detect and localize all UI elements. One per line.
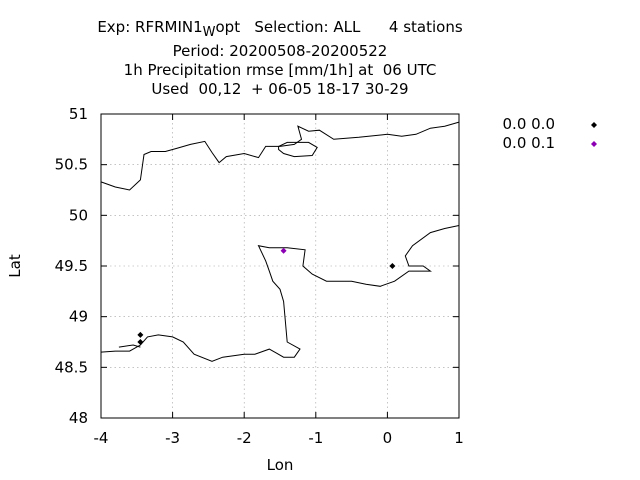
coastline xyxy=(100,225,460,362)
plot-frame xyxy=(100,113,460,419)
title-line-1: Exp: RFRMIN1Wopt Selection: ALL 4 statio… xyxy=(0,18,560,42)
y-axis-label: Lat xyxy=(6,254,24,278)
y-tick-label: 49.5 xyxy=(55,257,88,275)
legend-entry-marker xyxy=(591,122,597,128)
x-tick-label: -2 xyxy=(237,429,252,447)
y-tick-label: 48 xyxy=(69,409,88,427)
legend-entry-label: 0.0 0.0 xyxy=(503,115,555,133)
data-point xyxy=(137,331,144,338)
coastlines xyxy=(100,121,460,362)
data-point xyxy=(389,263,396,269)
title-exp-subscript: W xyxy=(202,25,216,40)
title-selection: opt Selection: ALL 4 stations xyxy=(215,18,463,36)
title-line-2: Period: 20200508-20200522 xyxy=(172,42,388,60)
grid-lines xyxy=(101,114,459,418)
x-tick-label: 1 xyxy=(454,429,464,447)
x-tick-label: -1 xyxy=(308,429,323,447)
data-point xyxy=(137,339,144,345)
y-tick-label: 50 xyxy=(69,206,88,224)
data-points xyxy=(137,247,396,345)
x-tick-label: 0 xyxy=(383,429,393,447)
coastline xyxy=(278,141,318,158)
y-tick-label: 49 xyxy=(69,308,88,326)
y-tick-label: 48.5 xyxy=(55,358,88,376)
x-axis-label: Lon xyxy=(267,456,294,474)
x-tick-label: -4 xyxy=(94,429,109,447)
coastline xyxy=(118,344,141,348)
legend-entry-marker xyxy=(591,141,597,147)
legend: 0.0 0.00.0 0.1 xyxy=(503,115,597,152)
title-line-4: Used 00,12 + 06-05 18-17 30-29 xyxy=(151,80,409,98)
coastline xyxy=(100,121,460,191)
y-tick-label: 50.5 xyxy=(55,156,88,174)
data-point xyxy=(280,247,287,254)
legend-entry-label: 0.0 0.1 xyxy=(503,134,555,152)
title-line-3: 1h Precipitation rmse [mm/1h] at 06 UTC xyxy=(123,61,437,79)
y-tick-label: 51 xyxy=(69,105,88,123)
x-tick-label: -3 xyxy=(165,429,180,447)
axis-ticks: -4 -3 -2 -1 0 1 48 48.5 49 49.5 50 50.5 51 xyxy=(55,105,464,447)
title-exp-name: Exp: RFRMIN1 xyxy=(97,18,203,36)
chart-title: Exp: RFRMIN1Wopt Selection: ALL 4 statio… xyxy=(0,18,560,99)
